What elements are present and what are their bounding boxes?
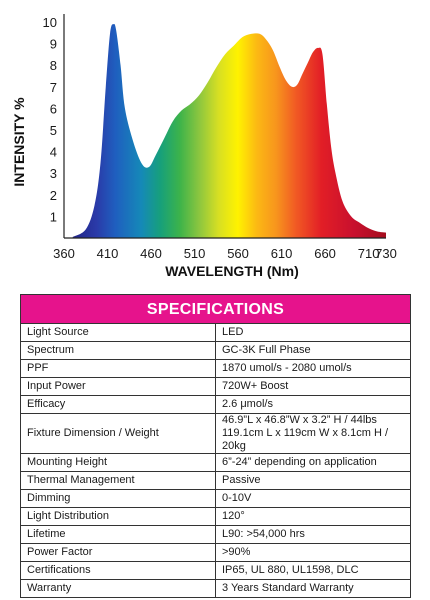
spec-value-line: 1870 umol/s - 2080 umol/s xyxy=(222,362,352,374)
x-tick-label: 660 xyxy=(314,246,336,261)
spec-value: GC-3K Full Phase xyxy=(215,341,411,360)
spec-value-line: GC-3K Full Phase xyxy=(222,344,311,356)
y-tick-label: 1 xyxy=(50,209,57,224)
spec-label: Light Distribution xyxy=(20,507,216,526)
spec-value-line: 120° xyxy=(222,510,245,522)
spec-row: Certifications IP65, UL 880, UL1598, DLC xyxy=(20,561,411,580)
spec-value: 6”-24” depending on application xyxy=(215,453,411,472)
spectrum-series-area xyxy=(72,24,387,239)
spec-value-line: IP65, UL 880, UL1598, DLC xyxy=(222,564,359,576)
spec-value-line: 46.9”L x 46.8”W x 3.2” H / 44lbs xyxy=(222,414,377,426)
x-tick-label: 560 xyxy=(227,246,249,261)
spec-label: Power Factor xyxy=(20,543,216,562)
spec-value: 1870 umol/s - 2080 umol/s xyxy=(215,359,411,378)
spec-row: Light Source LED xyxy=(20,323,411,342)
spec-row: PPF 1870 umol/s - 2080 umol/s xyxy=(20,359,411,378)
spec-label: Light Source xyxy=(20,323,216,342)
spec-value-line: LED xyxy=(222,326,244,338)
spec-value-line: 6”-24” depending on application xyxy=(222,456,377,468)
spec-value: 720W+ Boost xyxy=(215,377,411,396)
spec-value-line: Passive xyxy=(222,474,261,486)
specifications-table: SPECIFICATIONS Light Source LED Spectrum GC… xyxy=(20,294,411,598)
spec-value-line: 119.1cm L x 119cm W x 8.1cm H / 20kg xyxy=(222,427,389,452)
x-tick-label: 710 xyxy=(358,246,380,261)
spec-label: Efficacy xyxy=(20,395,216,414)
spec-value-line: 3 Years Standard Warranty xyxy=(222,582,354,594)
spectrum-area xyxy=(72,24,387,239)
y-tick-label: 4 xyxy=(50,145,57,160)
spec-value-line: 720W+ Boost xyxy=(222,380,289,392)
spec-value: >90% xyxy=(215,543,411,562)
spec-value: Passive xyxy=(215,471,411,490)
x-tick-label: 460 xyxy=(140,246,162,261)
y-tick-label: 7 xyxy=(50,80,57,95)
spec-row: Warranty 3 Years Standard Warranty xyxy=(20,579,411,598)
y-tick-label: 9 xyxy=(50,37,57,52)
spec-value: 2.6 μmol/s xyxy=(215,395,411,414)
spec-label: Fixture Dimension / Weight xyxy=(20,413,216,454)
spec-row: Mounting Height 6”-24” depending on appli… xyxy=(20,453,411,472)
specifications-header-row: SPECIFICATIONS xyxy=(20,294,411,324)
spec-value-line: 0-10V xyxy=(222,492,252,504)
spec-row: Light Distribution 120° xyxy=(20,507,411,526)
spec-label: Spectrum xyxy=(20,341,216,360)
spec-value: 46.9”L x 46.8”W x 3.2” H / 44lbs 119.1cm … xyxy=(215,413,411,454)
spec-label: PPF xyxy=(20,359,216,378)
y-tick-label: 8 xyxy=(50,58,57,73)
spec-label: Certifications xyxy=(20,561,216,580)
spec-value: LED xyxy=(215,323,411,342)
spec-label: Thermal Management xyxy=(20,471,216,490)
spec-row: Dimming 0-10V xyxy=(20,489,411,508)
chart-axes xyxy=(63,14,386,239)
y-tick-labels: 1 2 3 4 5 6 7 8 9 10 xyxy=(43,15,57,224)
spec-label: Lifetime xyxy=(20,525,216,544)
spec-value-line: L90: >54,000 hrs xyxy=(222,528,305,540)
y-tick-label: 10 xyxy=(43,15,57,30)
y-tick-label: 3 xyxy=(50,166,57,181)
spec-value: IP65, UL 880, UL1598, DLC xyxy=(215,561,411,580)
spec-value: L90: >54,000 hrs xyxy=(215,525,411,544)
y-tick-label: 5 xyxy=(50,123,57,138)
x-tick-label: 610 xyxy=(271,246,293,261)
y-tick-label: 2 xyxy=(50,188,57,203)
x-tick-label: 730 xyxy=(375,246,397,261)
spec-row: Input Power 720W+ Boost xyxy=(20,377,411,396)
x-tick-label: 410 xyxy=(97,246,119,261)
spec-row: Thermal Management Passive xyxy=(20,471,411,490)
spec-value-line: >90% xyxy=(222,546,251,558)
spec-value: 3 Years Standard Warranty xyxy=(215,579,411,598)
spec-row: Power Factor >90% xyxy=(20,543,411,562)
spec-label: Dimming xyxy=(20,489,216,508)
spec-row: Lifetime L90: >54,000 hrs xyxy=(20,525,411,544)
spec-value: 120° xyxy=(215,507,411,526)
x-tick-label: 510 xyxy=(184,246,206,261)
spec-label: Mounting Height xyxy=(20,453,216,472)
spec-value: 0-10V xyxy=(215,489,411,508)
specifications-title: SPECIFICATIONS xyxy=(20,294,411,324)
spec-label: Warranty xyxy=(20,579,216,598)
specifications-body: Light Source LED Spectrum GC-3K Full Phase P… xyxy=(20,323,411,598)
y-axis-title: INTENSITY % xyxy=(11,97,27,187)
x-tick-label: 360 xyxy=(53,246,75,261)
y-tick-label: 6 xyxy=(50,101,57,116)
spec-row: Efficacy 2.6 μmol/s xyxy=(20,395,411,414)
spec-row: Spectrum GC-3K Full Phase xyxy=(20,341,411,360)
spec-value-line: 2.6 μmol/s xyxy=(222,398,273,410)
x-axis-title: WAVELENGTH (Nm) xyxy=(165,263,299,279)
spectrum-chart-container: 360 410 460 510 560 610 660 710 730 1 2 3 4 5 6 7 8 9 10 … xyxy=(0,0,430,282)
spec-row: Fixture Dimension / Weight 46.9”L x 46.8”… xyxy=(20,413,411,454)
spec-label: Input Power xyxy=(20,377,216,396)
